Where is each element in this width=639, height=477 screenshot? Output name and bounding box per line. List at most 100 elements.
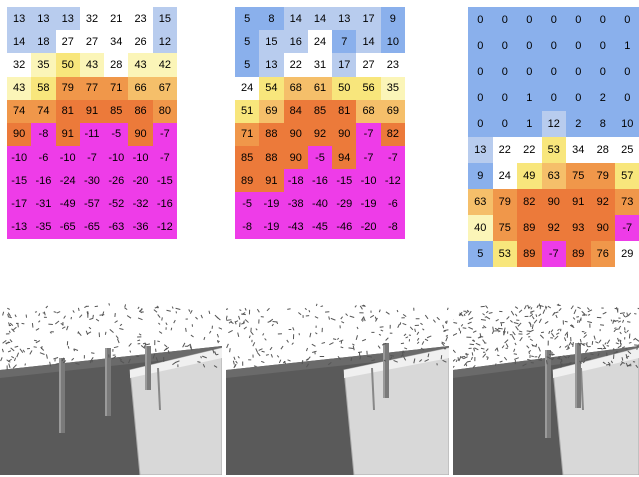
leaf	[369, 314, 375, 318]
leaf	[283, 360, 287, 365]
leaf	[513, 353, 518, 355]
leaf	[606, 339, 611, 345]
leaf	[602, 311, 607, 315]
grid-cell: 73	[615, 189, 639, 215]
glass-box-top	[344, 348, 449, 378]
grid-cell: 0	[492, 7, 517, 33]
leaf	[577, 342, 581, 347]
leaf	[626, 312, 632, 317]
leaf	[243, 326, 247, 330]
grid-cell: 24	[235, 76, 260, 100]
grid-cell: 0	[541, 59, 566, 85]
leaf	[45, 354, 48, 359]
leaf	[314, 316, 319, 319]
leaf	[419, 359, 423, 362]
leaf	[215, 353, 219, 356]
tree-trunk	[545, 350, 551, 438]
leaf	[530, 361, 534, 364]
leaf	[468, 326, 474, 330]
leaf	[308, 309, 311, 313]
scene-render-3	[453, 298, 639, 475]
leaf	[455, 359, 458, 363]
leaf	[480, 319, 486, 321]
grid-cell: 74	[31, 99, 56, 123]
leaf	[472, 330, 477, 333]
leaf	[610, 319, 613, 322]
grid-cell: 5	[235, 53, 260, 77]
leaf	[195, 316, 198, 320]
leaf	[463, 361, 468, 366]
leaf	[494, 327, 500, 331]
grid-cell: 0	[517, 33, 542, 59]
grid-cell: 68	[356, 99, 381, 123]
grid-cell: 0	[615, 59, 639, 85]
grid-cell: 63	[468, 189, 493, 215]
grid-cell: -40	[307, 192, 333, 216]
leaf	[234, 321, 237, 325]
grid-cell: 29	[615, 241, 639, 267]
leaf	[421, 341, 425, 345]
leaf	[7, 307, 11, 310]
leaf	[287, 359, 291, 362]
leaf	[167, 350, 170, 354]
grid-cell: 7	[332, 30, 357, 54]
grid-cell: 8	[259, 7, 284, 31]
grid-cell: -19	[356, 192, 381, 216]
leaf	[154, 306, 160, 309]
grid-cell: 13	[7, 7, 32, 31]
leaf	[463, 356, 468, 359]
leaf	[586, 358, 591, 361]
leaf	[138, 310, 143, 314]
grid-cell: 71	[104, 76, 129, 100]
leaf	[538, 318, 542, 324]
leaf	[175, 360, 180, 363]
leaf	[420, 347, 425, 351]
glass-box	[129, 347, 222, 475]
leaf	[230, 321, 234, 324]
leaf	[152, 353, 156, 359]
leaf	[633, 337, 637, 341]
leaf	[486, 356, 489, 358]
leaf	[306, 356, 311, 361]
leaf	[361, 338, 367, 342]
grid-cell: -10	[128, 146, 153, 170]
leaf	[155, 357, 159, 362]
leaf	[545, 306, 547, 310]
grid-cell: 49	[517, 163, 542, 189]
grid-cell: 0	[492, 59, 517, 85]
leaf	[400, 354, 404, 357]
leaf	[622, 314, 626, 318]
leaf	[453, 321, 458, 324]
grid-cell: 0	[468, 33, 493, 59]
leaf	[547, 305, 552, 309]
leaf	[628, 341, 632, 344]
leaf	[495, 318, 499, 322]
grid-cell: -16	[307, 169, 333, 193]
grid-cell: 25	[615, 137, 639, 163]
leaf	[531, 355, 534, 358]
leaf	[569, 324, 575, 329]
leaf	[340, 316, 343, 320]
leaf	[587, 309, 593, 313]
leaf	[595, 341, 599, 344]
grid-cell: 35	[31, 53, 56, 77]
leaf	[108, 303, 110, 306]
leaf	[11, 328, 15, 333]
leaf	[557, 303, 560, 307]
leaf	[602, 361, 606, 365]
grid-cell: -36	[128, 215, 153, 239]
leaf	[171, 306, 174, 309]
grid-cell: -63	[104, 215, 129, 239]
leaf	[555, 332, 560, 335]
grid-cell: 90	[590, 215, 615, 241]
leaf	[253, 365, 257, 368]
grid-cell: 74	[7, 99, 32, 123]
leaf	[553, 312, 556, 315]
grid-cell: 66	[128, 76, 153, 100]
leaf	[531, 324, 534, 330]
grid-cell: -46	[332, 215, 357, 239]
leaf	[424, 358, 429, 362]
leaf	[340, 346, 344, 349]
leaf	[306, 363, 309, 368]
leaf	[467, 310, 472, 316]
